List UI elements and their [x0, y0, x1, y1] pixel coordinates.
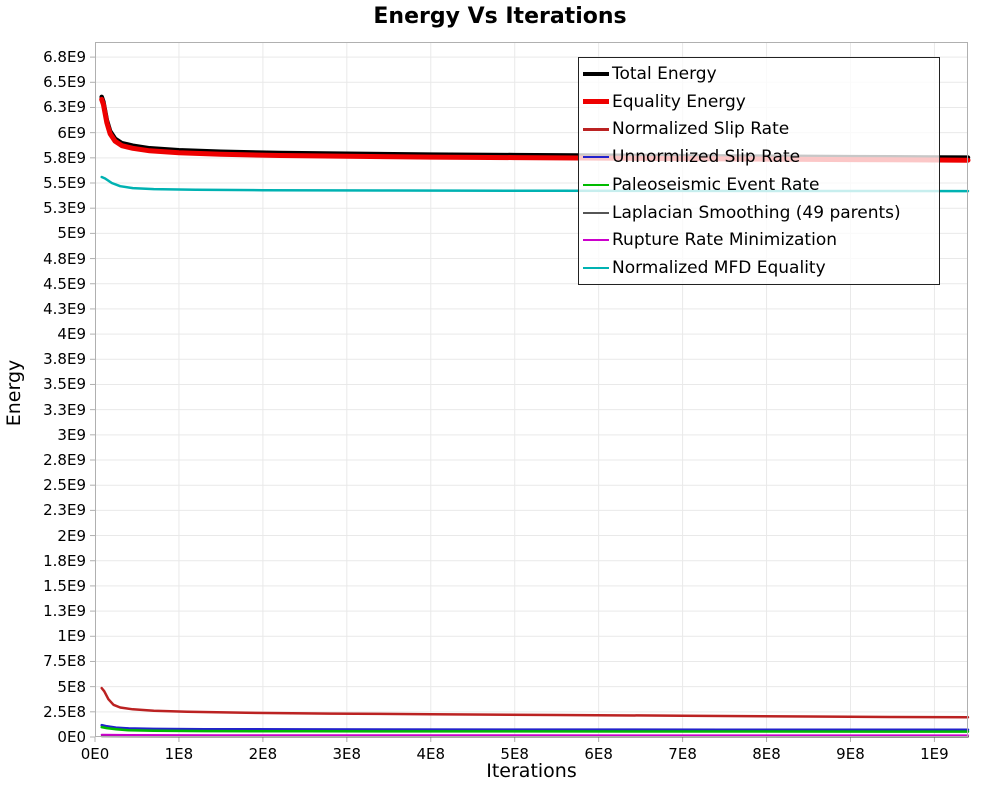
y-tick-label: 4E9 [57, 325, 86, 344]
legend-label: Normalized MFD Equality [612, 258, 826, 279]
x-tick-label: 1E9 [920, 745, 949, 763]
y-tick-label: 2.5E9 [43, 476, 86, 495]
legend-label: Total Energy [612, 63, 717, 84]
x-tick-label: 9E8 [836, 745, 865, 763]
y-tick-label: 2.3E9 [43, 501, 86, 520]
legend-item: Normalized Slip Rate [583, 116, 939, 142]
y-tick-label: 4.3E9 [43, 299, 86, 318]
y-tick-label: 5.3E9 [43, 199, 86, 218]
gridlines [95, 42, 968, 737]
y-tick-label: 6.3E9 [43, 98, 86, 117]
y-tick-label: 2E9 [57, 526, 86, 545]
x-tick-label: 0E0 [80, 745, 110, 763]
legend-label: Equality Energy [612, 91, 746, 112]
plot-border [95, 42, 968, 737]
legend-swatch-line [583, 128, 609, 131]
tick-marks [90, 56, 935, 742]
legend-swatch-line [583, 183, 609, 187]
legend-item: Paleoseismic Event Rate [583, 172, 939, 198]
y-tick-label: 3E9 [57, 425, 86, 444]
y-tick-label: 2.5E8 [43, 702, 86, 721]
y-tick-label: 6E9 [57, 123, 86, 142]
y-tick-label: 1.8E9 [43, 551, 86, 570]
series-line-paleoseismic-event-rate [100, 725, 970, 733]
y-tick-label: 7.5E8 [43, 652, 86, 671]
x-tick-label: 5E8 [500, 745, 529, 763]
x-tick-label: 3E8 [332, 745, 362, 763]
legend-item: Normalized MFD Equality [583, 255, 939, 281]
y-tick-label: 1E9 [57, 627, 86, 646]
legend-swatch-line [583, 211, 609, 214]
y-tick-label: 5E8 [57, 677, 86, 696]
x-tick-label: 4E8 [416, 745, 446, 763]
y-tick-label: 6.5E9 [43, 73, 86, 92]
legend-swatch-line [583, 71, 609, 77]
y-tick-label: 6.8E9 [43, 48, 86, 67]
y-tick-label: 1.3E9 [43, 602, 86, 621]
legend-item: Unnormlized Slip Rate [583, 144, 939, 170]
y-tick-label: 5.8E9 [43, 148, 86, 167]
legend-label: Paleoseismic Event Rate [612, 174, 820, 195]
legend: Total Energy Equality Energy Normalized Sl… [578, 57, 940, 285]
legend-item: Rupture Rate Minimization [583, 227, 939, 253]
legend-item: Equality Energy [583, 89, 939, 115]
y-tick-label: 3.5E9 [43, 375, 86, 394]
legend-swatch-line [583, 239, 609, 242]
legend-item: Laplacian Smoothing (49 parents) [583, 200, 939, 226]
y-tick-label: 5.5E9 [43, 174, 86, 192]
legend-label: Rupture Rate Minimization [612, 230, 837, 251]
x-tick-label: 7E8 [668, 745, 697, 763]
x-tick-label: 6E8 [584, 745, 613, 763]
x-tick-label: 2E8 [248, 745, 278, 763]
legend-label: Unnormlized Slip Rate [612, 147, 801, 168]
x-axis-title: Iterations [486, 760, 577, 782]
legend-swatch-line [583, 99, 609, 105]
legend-label: Laplacian Smoothing (49 parents) [612, 202, 901, 223]
legend-item: Total Energy [583, 61, 939, 87]
y-tick-label: 3.3E9 [43, 400, 86, 419]
y-tick-label: 4.8E9 [43, 249, 86, 268]
legend-swatch-line [583, 266, 609, 270]
legend-label: Normalized Slip Rate [612, 119, 790, 140]
y-tick-label: 2.8E9 [43, 451, 86, 469]
series-line-rupture-rate-minimization [100, 733, 969, 737]
y-tick-label: 0E0 [57, 728, 86, 746]
x-tick-label: 8E8 [752, 745, 781, 763]
chart-title: Energy Vs Iterations [373, 4, 627, 29]
x-tick-label: 1E8 [164, 745, 194, 763]
y-tick-label: 5E9 [57, 224, 86, 243]
series-line-normalized-slip-rate [100, 686, 970, 719]
y-tick-label: 4.5E9 [43, 274, 86, 293]
y-tick-label: 3.8E9 [43, 350, 86, 369]
legend-swatch-line [583, 155, 609, 159]
y-tick-label: 1.5E9 [43, 576, 86, 595]
series-line-unnormlized-slip-rate [100, 723, 970, 731]
